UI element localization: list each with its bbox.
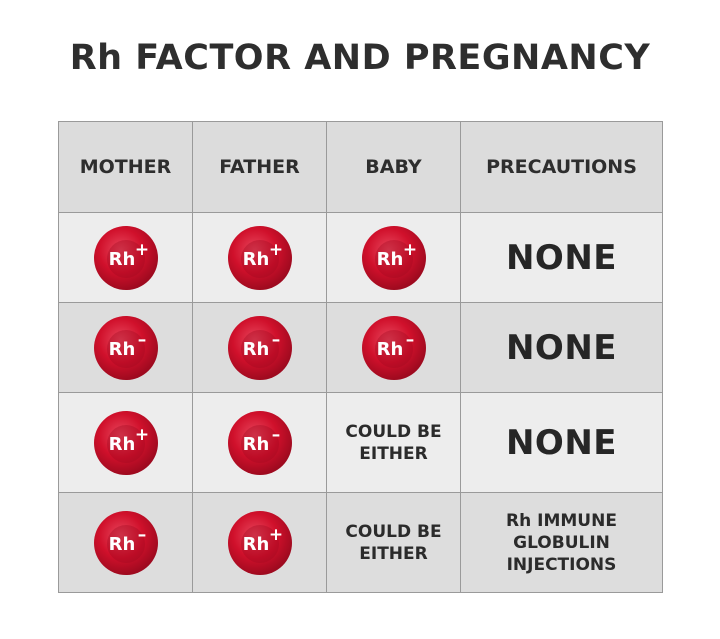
precautions-text: Rh IMMUNE GLOBULIN INJECTIONS [461,510,662,576]
rh-label: Rh [376,249,403,270]
father-cell: Rh + [192,492,327,593]
rh-negative-icon: Rh – [93,510,158,575]
rh-label: Rh [108,249,135,270]
red-blood-cell-shape [93,315,158,380]
table-body: Rh + Rh + Rh + NONE Rh – Rh – Rh – NONE Rh + Rh – COULD BE… [58,212,663,593]
precautions-cell: Rh IMMUNE GLOBULIN INJECTIONS [460,492,663,593]
baby-text-line: COULD BE [345,521,442,542]
precautions-text-line: Rh IMMUNE [506,510,617,531]
baby-text-line: COULD BE [345,421,442,442]
cell-center-dimple [240,424,279,463]
header-baby: BABY [326,121,461,213]
rh-label: Rh [376,339,403,360]
header-mother: MOTHER [58,121,193,213]
rh-label: Rh [242,249,269,270]
red-blood-cell-shape [227,410,292,475]
header-row: MOTHER FATHER BABY PRECAUTIONS [58,121,663,213]
rh-label: Rh [108,534,135,555]
rh-label: Rh [108,339,135,360]
baby-cell: COULD BE EITHER [326,392,461,493]
baby-text: COULD BE EITHER [327,421,460,465]
mother-cell: Rh + [58,392,193,493]
minus-sign: – [137,330,146,350]
rh-positive-icon: Rh + [361,225,426,290]
baby-cell: COULD BE EITHER [326,492,461,593]
rh-label: Rh [108,434,135,455]
mother-cell: Rh – [58,302,193,393]
plus-sign: + [268,525,282,545]
plus-sign: + [402,240,416,260]
cell-center-dimple [106,239,145,278]
header-father: FATHER [192,121,327,213]
father-cell: Rh + [192,212,327,303]
precautions-text: NONE [505,422,618,463]
father-cell: Rh – [192,302,327,393]
mother-cell: Rh + [58,212,193,303]
baby-cell: Rh + [326,212,461,303]
rh-negative-icon: Rh – [361,315,426,380]
precautions-text: NONE [505,237,618,278]
rh-positive-icon: Rh + [93,225,158,290]
table-row: Rh – Rh – Rh – NONE [58,302,663,393]
rh-positive-icon: Rh + [227,225,292,290]
precautions-text-line: GLOBULIN [513,532,610,553]
minus-sign: – [271,425,280,445]
rh-positive-icon: Rh + [227,510,292,575]
baby-text: COULD BE EITHER [327,521,460,565]
rh-negative-icon: Rh – [93,315,158,380]
rh-label: Rh [242,434,269,455]
red-blood-cell-shape [227,315,292,380]
table-row: Rh + Rh + Rh + NONE [58,212,663,303]
mother-cell: Rh – [58,492,193,593]
table-row: Rh – Rh + COULD BE EITHER Rh IMMUNE GLOBULIN INJ… [58,492,663,593]
cell-center-dimple [374,329,413,368]
red-blood-cell-shape [93,225,158,290]
red-blood-cell-shape [227,225,292,290]
baby-text-line: EITHER [359,443,428,464]
page-title: Rh FACTOR AND PREGNANCY [69,38,651,78]
cell-center-dimple [374,239,413,278]
table-row: Rh + Rh – COULD BE EITHER NONE [58,392,663,493]
plus-sign: + [268,240,282,260]
header-precautions: PRECAUTIONS [460,121,663,213]
cell-center-dimple [240,329,279,368]
rh-label: Rh [242,534,269,555]
red-blood-cell-shape [361,315,426,380]
cell-center-dimple [240,524,279,563]
baby-text-line: EITHER [359,543,428,564]
rh-factor-table: MOTHER FATHER BABY PRECAUTIONS Rh + Rh + Rh +… [58,121,663,593]
rh-label: Rh [242,339,269,360]
red-blood-cell-shape [361,225,426,290]
precautions-text: NONE [505,327,618,368]
minus-sign: – [405,330,414,350]
plus-sign: + [134,425,148,445]
minus-sign: – [271,330,280,350]
minus-sign: – [137,525,146,545]
red-blood-cell-shape [93,510,158,575]
baby-cell: Rh – [326,302,461,393]
father-cell: Rh – [192,392,327,493]
precautions-cell: NONE [460,392,663,493]
red-blood-cell-shape [93,410,158,475]
rh-negative-icon: Rh – [227,315,292,380]
cell-center-dimple [106,424,145,463]
precautions-cell: NONE [460,302,663,393]
cell-center-dimple [106,329,145,368]
precautions-text-line: INJECTIONS [506,554,617,575]
cell-center-dimple [106,524,145,563]
cell-center-dimple [240,239,279,278]
rh-positive-icon: Rh + [93,410,158,475]
red-blood-cell-shape [227,510,292,575]
precautions-cell: NONE [460,212,663,303]
plus-sign: + [134,240,148,260]
rh-negative-icon: Rh – [227,410,292,475]
